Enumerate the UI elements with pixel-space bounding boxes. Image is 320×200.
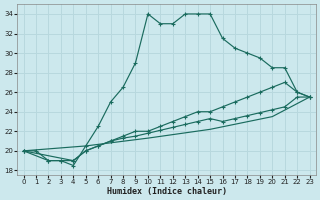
X-axis label: Humidex (Indice chaleur): Humidex (Indice chaleur) bbox=[107, 187, 227, 196]
